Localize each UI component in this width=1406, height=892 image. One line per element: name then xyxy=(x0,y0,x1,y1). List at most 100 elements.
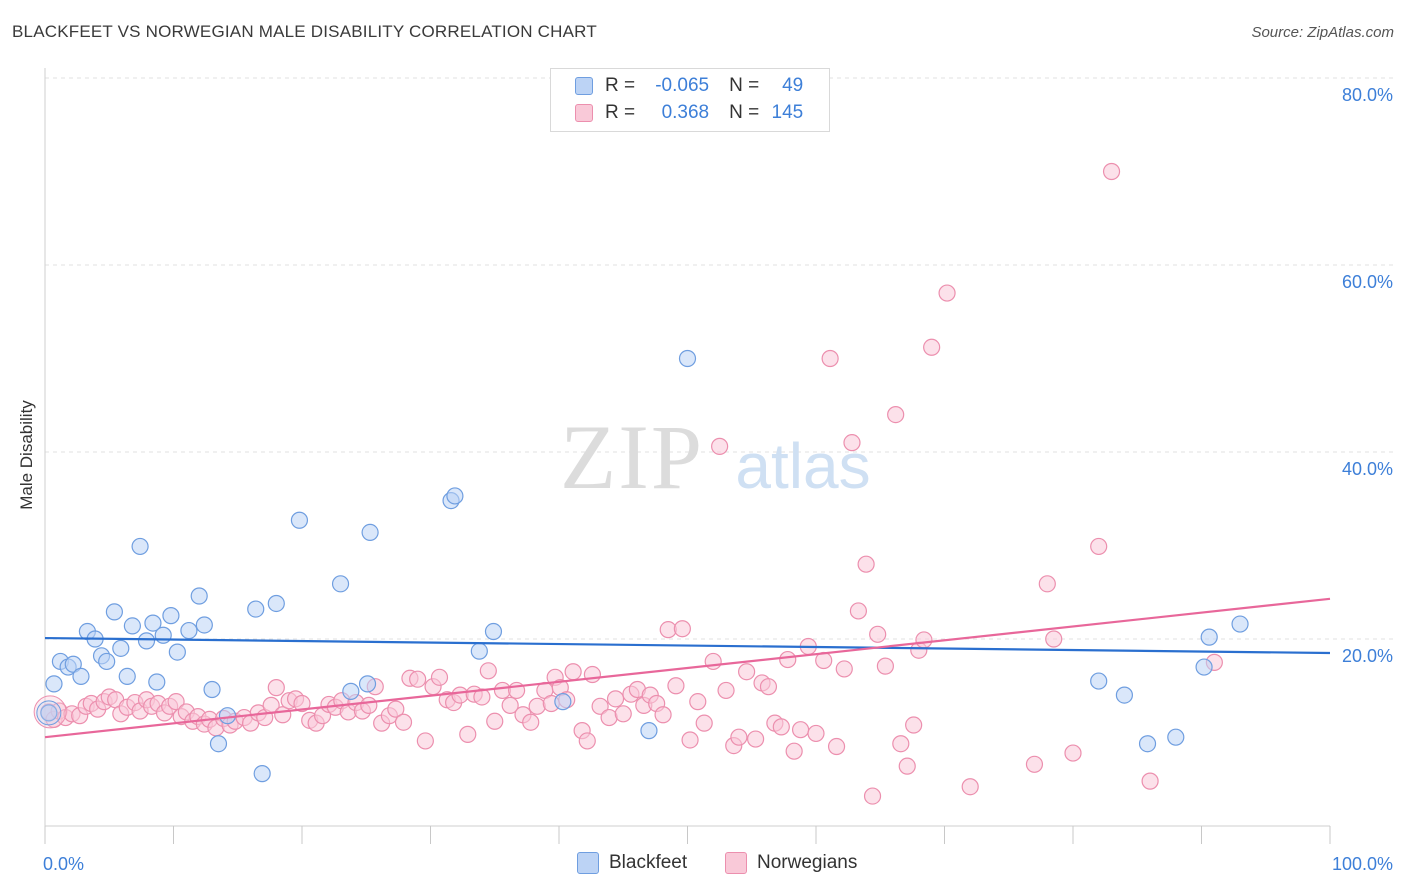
legend-item-norwegians[interactable]: Norwegians xyxy=(725,852,857,874)
blackfeet-point xyxy=(162,607,180,625)
legend-item-blackfeet[interactable]: Blackfeet xyxy=(577,852,687,874)
norwegians-point xyxy=(673,620,691,638)
trend-lines xyxy=(44,597,1331,739)
norwegians-point xyxy=(835,660,853,678)
norwegians-point xyxy=(409,670,427,688)
norwegians-point xyxy=(360,696,378,714)
n-label: N = xyxy=(729,75,760,96)
blackfeet-point xyxy=(554,693,572,711)
norwegians-point xyxy=(730,728,748,746)
norwegians-point xyxy=(821,349,839,368)
norwegians-point xyxy=(1064,744,1082,762)
norwegians-swatch xyxy=(725,852,747,874)
norwegians-point xyxy=(614,705,632,723)
norwegians-point xyxy=(416,732,434,750)
blackfeet-points xyxy=(36,349,1249,783)
legend-row-blackfeet: R = -0.065 N = 49 xyxy=(575,73,803,99)
norwegians-point xyxy=(791,721,810,739)
blackfeet-point xyxy=(331,575,350,593)
blackfeet-point xyxy=(64,655,82,673)
blackfeet-point xyxy=(190,587,208,605)
n-value: 145 xyxy=(771,102,804,123)
norwegians-point xyxy=(1090,537,1108,556)
blackfeet-swatch xyxy=(575,77,593,95)
norwegians-point xyxy=(667,677,685,695)
norwegians-point xyxy=(681,731,699,749)
blackfeet-point xyxy=(144,614,162,632)
blackfeet-point xyxy=(137,632,156,650)
norwegians-point xyxy=(600,708,618,727)
y-tick-label: 60.0% xyxy=(1342,272,1393,292)
r-value: 0.368 xyxy=(661,102,710,123)
norwegians-point xyxy=(1102,162,1121,181)
blackfeet-swatch xyxy=(577,852,599,874)
blackfeet-point xyxy=(40,704,58,722)
n-label: N = xyxy=(729,102,760,123)
blackfeet-point xyxy=(1200,628,1218,646)
blackfeet-point xyxy=(1115,686,1134,704)
tick-labels: 20.0% 40.0% 60.0% 80.0% 0.0% 100.0% xyxy=(43,85,1393,874)
norwegians-point xyxy=(267,679,285,697)
blackfeet-point xyxy=(1138,735,1157,753)
blackfeet-point xyxy=(209,735,228,753)
norwegians-point xyxy=(695,714,713,732)
norwegians-point xyxy=(583,665,602,684)
blackfeet-point xyxy=(195,616,213,634)
norwegians-point xyxy=(843,434,861,452)
blackfeet-trend-line xyxy=(44,636,1331,655)
r-label: R = xyxy=(605,75,636,96)
norwegians-point xyxy=(827,737,846,756)
blackfeet-point xyxy=(154,626,172,644)
norwegians-point xyxy=(479,662,497,680)
blackfeet-point xyxy=(45,675,63,693)
chart-title: BLACKFEET VS NORWEGIAN MALE DISABILITY C… xyxy=(12,22,597,41)
y-tick-label: 20.0% xyxy=(1342,646,1393,666)
norwegians-point xyxy=(785,742,803,760)
norwegians-point xyxy=(167,693,185,711)
norwegians-point xyxy=(591,697,609,715)
blackfeet-point xyxy=(123,617,141,635)
norwegians-point xyxy=(779,650,797,669)
norwegians-point xyxy=(387,700,405,718)
x-tick-label: 0.0% xyxy=(43,854,84,874)
norwegians-point xyxy=(501,696,519,714)
blackfeet-point xyxy=(290,511,309,529)
norwegians-point xyxy=(430,668,449,686)
norwegians-point xyxy=(898,757,916,775)
norwegians-point xyxy=(961,778,979,796)
legend-row-norwegians: R = 0.368 N = 145 xyxy=(575,100,803,126)
blackfeet-point xyxy=(470,642,488,660)
y-tick-label: 40.0% xyxy=(1342,459,1393,479)
correlation-legend: R = -0.065 N = 49 R = 0.368 N = 145 xyxy=(550,68,830,132)
norwegians-point xyxy=(1141,772,1159,790)
norwegians-point xyxy=(759,678,778,696)
norwegians-point xyxy=(606,690,625,708)
blackfeet-point xyxy=(267,594,285,613)
axes xyxy=(44,68,1331,844)
norwegians-point xyxy=(747,730,765,748)
blackfeet-point xyxy=(358,675,377,693)
norwegians-point xyxy=(293,694,311,713)
blackfeet-point xyxy=(131,537,149,556)
norwegians-point xyxy=(938,284,956,302)
source-credit: Source: ZipAtlas.com xyxy=(1251,24,1394,41)
norwegians-points xyxy=(33,162,1223,805)
x-tick-label: 100.0% xyxy=(1332,854,1393,874)
norwegians-point xyxy=(689,693,707,711)
norwegians-point xyxy=(772,718,790,736)
norwegians-point xyxy=(1038,575,1056,593)
r-value: -0.065 xyxy=(655,75,710,96)
norwegians-point xyxy=(869,625,887,643)
norwegians-point xyxy=(564,663,582,681)
y-tick-label: 80.0% xyxy=(1342,85,1393,105)
norwegians-point xyxy=(654,706,672,724)
legend-label: Blackfeet xyxy=(609,852,688,873)
legend-label: Norwegians xyxy=(757,852,858,873)
norwegians-point xyxy=(459,725,477,743)
blackfeet-point xyxy=(1231,615,1249,633)
blackfeet-point xyxy=(342,682,360,700)
r-label: R = xyxy=(605,102,636,123)
norwegians-point xyxy=(528,697,546,715)
norwegians-point xyxy=(704,652,722,671)
